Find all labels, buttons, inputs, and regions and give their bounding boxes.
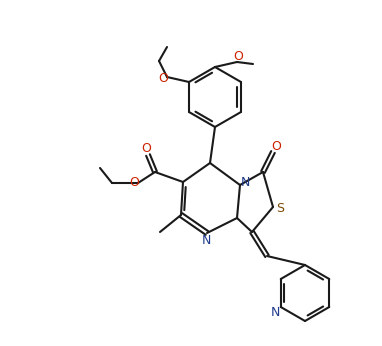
- Text: O: O: [158, 72, 168, 84]
- Text: O: O: [129, 176, 139, 190]
- Text: O: O: [141, 143, 151, 155]
- Text: N: N: [271, 306, 280, 319]
- Text: O: O: [271, 139, 281, 153]
- Text: O: O: [233, 51, 243, 64]
- Text: N: N: [240, 176, 250, 190]
- Text: S: S: [276, 202, 284, 216]
- Text: N: N: [201, 235, 211, 247]
